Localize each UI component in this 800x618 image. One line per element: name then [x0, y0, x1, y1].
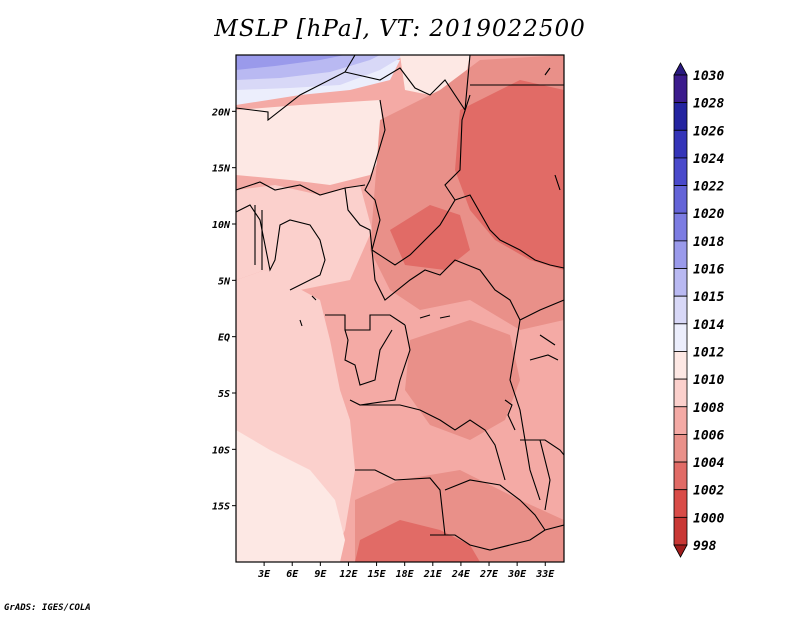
colorbar-cell: [673, 489, 688, 518]
lon-tick-label: 18E: [396, 569, 415, 580]
grads-credit: GrADS: IGES/COLA: [4, 603, 91, 613]
border-ghana-togo: [254, 205, 263, 270]
colorbar-cell: [673, 102, 688, 131]
colorbar-cell: [673, 406, 688, 435]
border-niger-libya: [344, 55, 471, 112]
border-lake-victoria: [529, 334, 559, 361]
lake-tanganyika: [504, 399, 516, 431]
lon-tick-label: 12E: [339, 569, 358, 580]
map-frame: [235, 54, 565, 563]
colorbar-cell: [673, 434, 688, 463]
colorbar-cell: [673, 157, 688, 186]
border-south: [430, 524, 564, 551]
colorbar-label: 1004: [693, 456, 724, 471]
field-1004-central: [390, 205, 470, 270]
colorbar-top-triangle: [673, 62, 688, 76]
border-drc-west: [349, 324, 411, 406]
border-mali-algeria: [236, 55, 356, 122]
border-red-sea: [544, 67, 561, 191]
lat-tick-label: 20N: [211, 107, 231, 118]
border-chad: [364, 94, 471, 266]
border-gabon-congo: [325, 314, 406, 331]
colorbar-label: 1026: [693, 124, 724, 139]
colorbar-label: 1030: [693, 69, 724, 84]
colorbar-label: 1024: [693, 152, 724, 167]
field-1004-east: [455, 80, 564, 270]
lon-tick-label: 33E: [535, 569, 555, 580]
lon-tick-label: 15E: [368, 569, 387, 580]
colorbar-label: 1028: [693, 97, 724, 112]
colorbar-cell: [673, 323, 688, 352]
colorbar-cell: [673, 212, 688, 242]
border-car: [371, 249, 521, 321]
border-angola-drc: [360, 404, 506, 481]
colorbar-label: 1018: [693, 235, 724, 250]
lon-tick-label: 27E: [479, 569, 499, 580]
lat-tick-label: 15N: [212, 164, 231, 175]
lat-tick-label: 15S: [212, 502, 230, 513]
lat-tick-label: EQ: [218, 333, 230, 344]
colorbar-label: 1008: [693, 401, 724, 416]
colorbar-label: 998: [693, 539, 717, 554]
colorbar-cell: [673, 461, 688, 491]
lon-tick-label: 30E: [507, 569, 527, 580]
colorbar-label: 1012: [693, 345, 724, 360]
longitude-axis: 3E 6E 9E 12E 15E 18E 21E 24E 27E 30E 33E: [257, 562, 555, 580]
colorbar-label: 1020: [693, 207, 724, 222]
colorbar-cell: [673, 185, 688, 214]
colorbar-cell: [673, 129, 688, 159]
colorbar-cell: [673, 268, 688, 297]
border-malawi: [539, 439, 551, 511]
colorbar-label: 1010: [693, 373, 724, 388]
colorbar-cell: [673, 516, 688, 546]
border-congo: [344, 329, 393, 386]
colorbar-cell: [673, 74, 688, 104]
colorbar-cell: [673, 295, 688, 325]
colorbar-cells: [673, 62, 688, 558]
border-west-africa: [236, 204, 326, 291]
field-1012-southwest: [236, 430, 345, 562]
country-boundaries: [236, 55, 564, 551]
lat-tick-label: 5S: [218, 389, 230, 400]
colorbar-cell: [673, 378, 688, 408]
border-uganda-kenya: [519, 299, 564, 321]
border-zambia: [444, 479, 546, 531]
border-tanzania: [520, 439, 564, 456]
coast-islands: [299, 295, 317, 327]
lat-tick-label: 5N: [218, 276, 231, 287]
latitude-axis: 20N 15N 10N 5N EQ 5S 10S 15S: [211, 107, 236, 513]
map-title: MSLP [hPa], VT: 2019022500: [214, 16, 586, 42]
colorbar-label: 1016: [693, 263, 724, 278]
field-1010-west: [236, 185, 372, 290]
border-east-lakes: [509, 319, 541, 501]
border-angola-south: [355, 469, 446, 536]
field-1020-north: [236, 55, 345, 70]
field-1012-north: [236, 100, 385, 185]
field-1006-drc: [405, 320, 520, 440]
colorbar-bottom-triangle: [673, 544, 688, 558]
colorbar-label: 1006: [693, 428, 724, 443]
colorbar-cell: [673, 351, 688, 380]
field-1004-south: [355, 520, 480, 562]
lat-tick-label: 10N: [212, 220, 231, 231]
lon-tick-label: 6E: [286, 569, 299, 580]
lon-tick-label: 9E: [314, 569, 327, 580]
pressure-field: [236, 55, 564, 562]
lat-tick-label: 10S: [212, 445, 230, 456]
colorbar-label: 1014: [693, 318, 724, 333]
lon-tick-label: 24E: [451, 569, 471, 580]
lon-tick-label: 3E: [257, 569, 271, 580]
colorbar-label: 1022: [693, 180, 724, 195]
lon-tick-label: 21E: [423, 569, 443, 580]
border-sudan-south: [454, 194, 564, 269]
colorbar-label: 1000: [693, 511, 724, 526]
lake-marks: [419, 314, 451, 319]
colorbar-label: 1015: [693, 290, 724, 305]
colorbar-cell: [673, 240, 688, 269]
colorbar-labels: 1030 1028 1026 1024 1022 1020 1018 1016 1015 1014…: [693, 69, 724, 554]
border-nigeria-cameroon: [344, 187, 373, 251]
colorbar-label: 1002: [693, 484, 724, 499]
